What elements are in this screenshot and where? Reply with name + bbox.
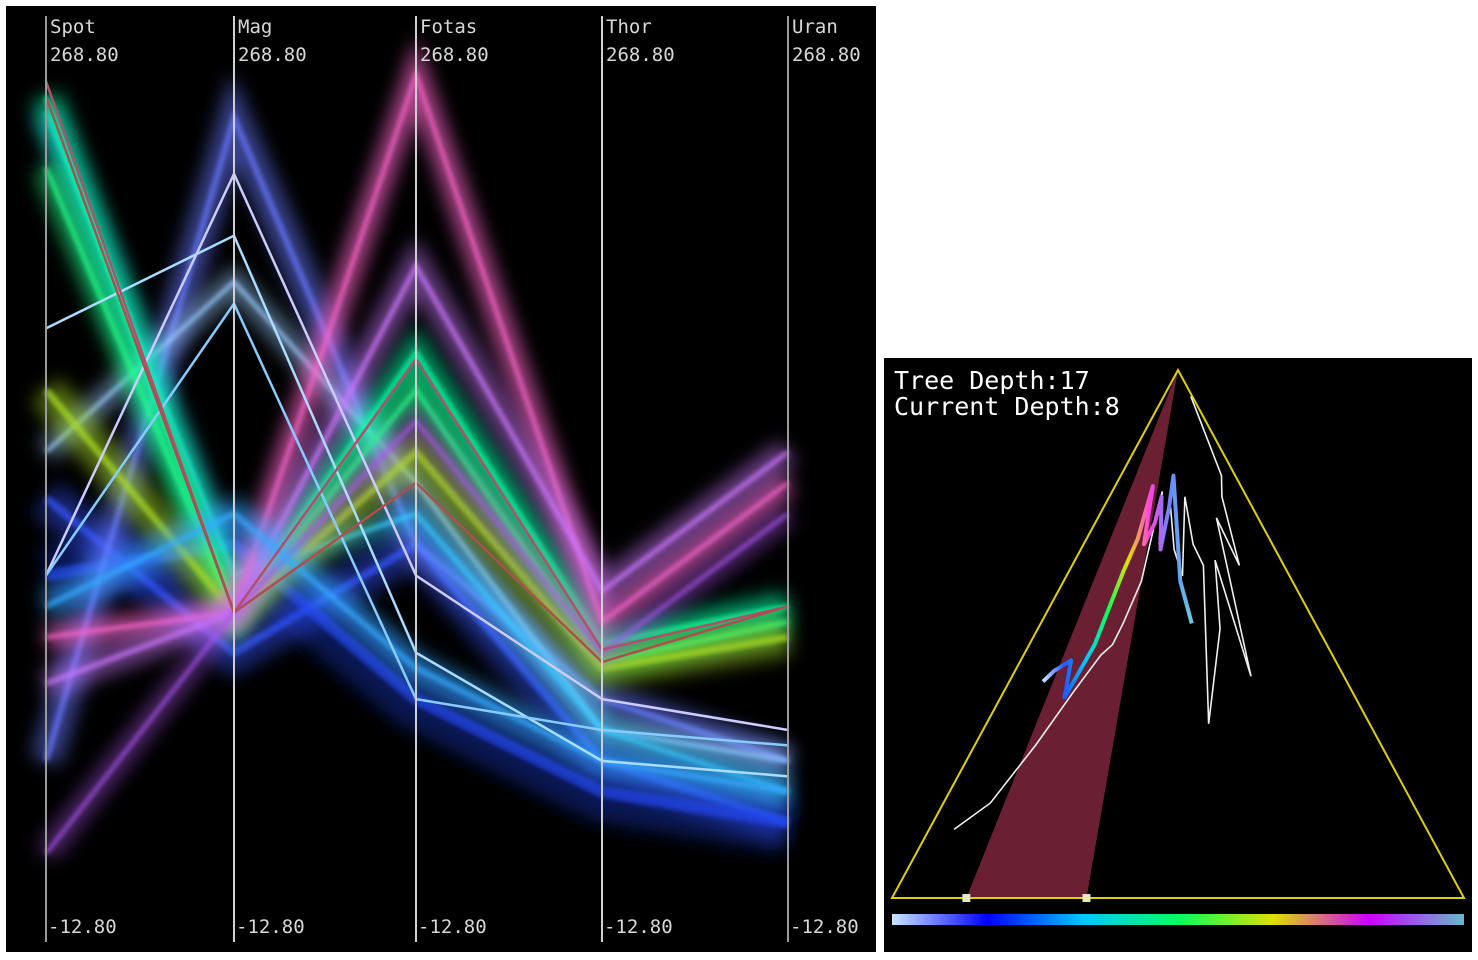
sector-marker[interactable] (1082, 894, 1091, 902)
axis-name-uran: Uran (792, 16, 838, 38)
current-depth-sector (966, 370, 1178, 898)
parallel-coordinates-plot (31, 16, 797, 942)
axis-name-fotas: Fotas (420, 16, 478, 38)
parallel-coordinates-panel: Spot 268.80 -12.80 Mag 268.80 -12.80 Fotas 268.… (6, 6, 876, 952)
tree-path (953, 396, 1252, 831)
highlighted-path (1041, 473, 1194, 700)
sector-marker[interactable] (962, 894, 971, 902)
axis-min-label: -12.80 (604, 916, 673, 938)
tree-depth-panel: Tree Depth:17 Current Depth:8 (884, 358, 1472, 952)
axis-name-mag: Mag (238, 16, 273, 38)
axis-min-label: -12.80 (48, 916, 117, 938)
axis-min-label: -12.80 (418, 916, 487, 938)
axis-max-label: 268.80 (238, 44, 307, 66)
tree-triangle (890, 367, 1466, 899)
axis-max-label: 268.80 (420, 44, 489, 66)
axis-min-label: -12.80 (790, 916, 859, 938)
axis-name-spot: Spot (50, 16, 96, 38)
axis-min-label: -12.80 (236, 916, 305, 938)
axis-name-thor: Thor (606, 16, 652, 38)
axis-max-label: 268.80 (606, 44, 675, 66)
tree-depth-diagram (890, 367, 1466, 925)
axis-max-label: 268.80 (792, 44, 861, 66)
current-depth-label: Current Depth:8 (894, 392, 1120, 421)
tree-depth-label: Tree Depth:17 (894, 366, 1090, 395)
color-scale-bar (892, 914, 1464, 925)
axis-max-label: 268.80 (50, 44, 119, 66)
